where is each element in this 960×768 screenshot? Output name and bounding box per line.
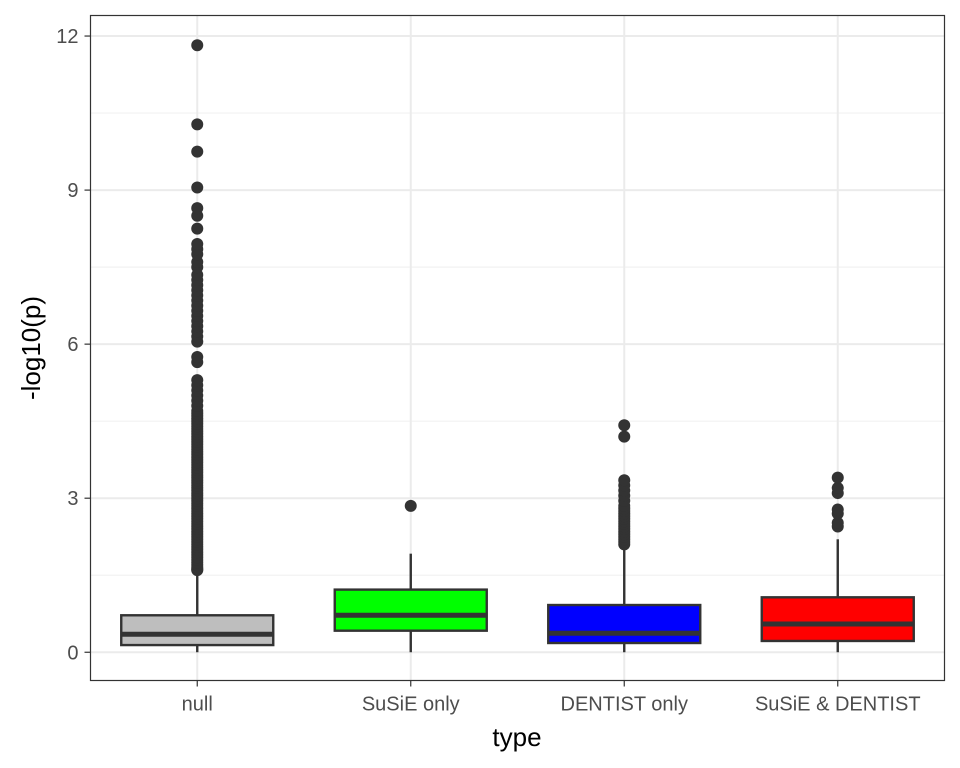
outlier-point — [191, 118, 204, 131]
box-body — [120, 614, 275, 647]
outlier-point — [404, 499, 417, 512]
x-tick-label: SuSiE & DENTIST — [755, 694, 921, 716]
box-body — [547, 603, 702, 645]
box-2 — [547, 419, 702, 653]
outlier-point — [618, 474, 631, 487]
outlier-point — [618, 430, 631, 443]
outlier-point — [831, 503, 844, 516]
y-axis-title: -log10(p) — [16, 296, 46, 400]
outlier-point — [831, 471, 844, 484]
x-tick-label: null — [182, 694, 213, 716]
panel-border — [89, 14, 946, 682]
outlier-point — [618, 419, 631, 432]
y-tick-label: 3 — [67, 488, 78, 510]
y-tick-label: 0 — [67, 642, 78, 664]
outlier-point — [191, 145, 204, 158]
outlier-point — [191, 222, 204, 235]
y-tick-label: 6 — [67, 334, 78, 356]
box-body — [760, 596, 915, 643]
box-layer — [120, 39, 915, 653]
x-axis-title: type — [492, 722, 541, 752]
x-tick-label: DENTIST only — [561, 694, 688, 716]
outlier-point — [191, 202, 204, 215]
outlier-point — [191, 238, 204, 251]
outlier-point — [191, 350, 204, 363]
x-tick-label: SuSiE only — [362, 694, 460, 716]
x-axis: null SuSiE only DENTIST only SuSiE & DENTIS… — [182, 680, 921, 716]
box-3 — [760, 471, 915, 653]
grid-layer — [90, 15, 945, 681]
outlier-point — [191, 374, 204, 387]
y-axis: 0 3 6 9 12 — [56, 26, 91, 664]
outlier-point — [191, 39, 204, 52]
box-1 — [333, 499, 488, 653]
box-0 — [120, 39, 275, 653]
box-body — [333, 588, 488, 632]
outlier-point — [831, 481, 844, 494]
y-tick-label: 12 — [56, 26, 78, 48]
outlier-point — [191, 181, 204, 194]
y-tick-label: 9 — [67, 180, 78, 202]
outlier-point — [831, 516, 844, 529]
